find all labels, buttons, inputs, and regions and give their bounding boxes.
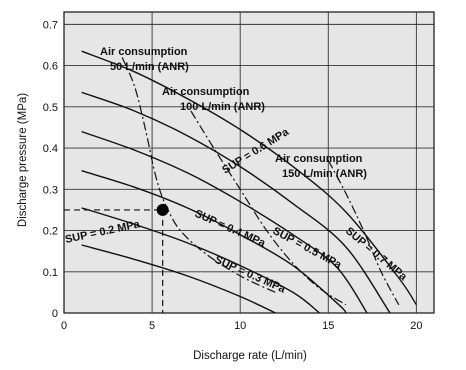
series-line-sup-0-7-mpa — [81, 50, 417, 306]
operating-point-marker — [156, 203, 169, 216]
air50-label-line1: Air consumption — [100, 46, 188, 58]
plot-background — [63, 11, 435, 314]
x-tick-label: 5 — [149, 320, 155, 332]
x-tick-label: 20 — [410, 320, 422, 332]
y-axis-label: Discharge pressure (MPa) — [17, 93, 29, 227]
air100-label-line2: 100 L/min (ANR) — [180, 101, 265, 113]
y-tick-label: 0.5 — [43, 102, 58, 114]
operating-point-group — [156, 203, 169, 216]
x-tick-label: 0 — [61, 320, 67, 332]
y-tick-label: 0.2 — [43, 226, 58, 238]
air150-label-line2: 150 L/min (ANR) — [282, 168, 367, 180]
y-tick-label: 0.3 — [43, 184, 58, 196]
x-tick-label: 15 — [322, 320, 334, 332]
y-tick-label: 0.6 — [43, 61, 58, 73]
x-axis-label: Discharge rate (L/min) — [193, 350, 307, 362]
air150-label-line1: Air consumption — [275, 153, 363, 165]
y-tick-label: 0.4 — [43, 143, 58, 155]
operating-point-guides — [64, 209, 164, 313]
series-line-sup-0-5-mpa — [81, 130, 368, 314]
series-line-sup-0-2-mpa — [81, 244, 276, 314]
curves-group — [81, 50, 417, 314]
x-tick-label: 10 — [234, 320, 246, 332]
series-line-sup-0-6-mpa — [81, 91, 391, 314]
y-tick-label: 0.7 — [43, 19, 58, 31]
series-line-air-consumption-100-l-min-anr — [190, 110, 347, 306]
series-line-sup-0-4-mpa — [81, 170, 347, 314]
series-line-air-consumption-150-l-min-anr — [327, 160, 400, 306]
y-tick-label: 0 — [52, 308, 58, 320]
series-line-sup-0-3-mpa — [81, 207, 320, 314]
y-tick-label: 0.1 — [43, 267, 58, 279]
series-line-air-consumption-50-l-min-anr — [121, 57, 276, 293]
air50-label-line2: 50 L/min (ANR) — [110, 61, 189, 73]
tick-labels: 0 5 10 15 20 0 0.1 0.2 0.3 0.4 0.5 0.6 0.7 — [43, 19, 423, 332]
air100-label-line1: Air consumption — [162, 86, 250, 98]
